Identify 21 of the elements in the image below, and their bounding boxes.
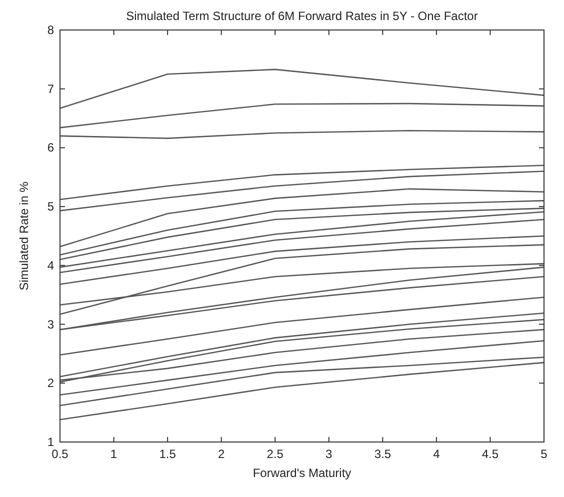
x-tick-label: 1 [110, 447, 118, 461]
x-tick-label: 1.5 [159, 447, 176, 461]
chart-title: Simulated Term Structure of 6M Forward Rates in 5Y - One Factor [126, 9, 478, 23]
x-tick-label: 0.5 [52, 447, 69, 461]
x-tick-label: 2.5 [266, 447, 284, 461]
x-tick-label: 5 [540, 447, 548, 461]
x-tick-label: 2 [218, 447, 225, 461]
y-tick-label: 5 [47, 200, 54, 214]
y-tick-label: 8 [47, 23, 54, 37]
x-tick-label: 4.5 [482, 447, 499, 461]
y-tick-label: 7 [47, 82, 54, 96]
x-tick-label: 3.5 [374, 447, 392, 461]
y-tick-label: 2 [47, 376, 54, 390]
y-tick-label: 1 [47, 435, 54, 449]
x-axis-title: Forward's Maturity [252, 466, 352, 480]
y-tick-label: 4 [47, 258, 54, 272]
y-axis-title: Simulated Rate in % [17, 181, 31, 290]
y-tick-label: 6 [47, 140, 54, 155]
y-tick-label: 3 [47, 317, 54, 332]
x-tick-label: 4 [433, 447, 440, 461]
x-tick-label: 3 [326, 447, 333, 461]
